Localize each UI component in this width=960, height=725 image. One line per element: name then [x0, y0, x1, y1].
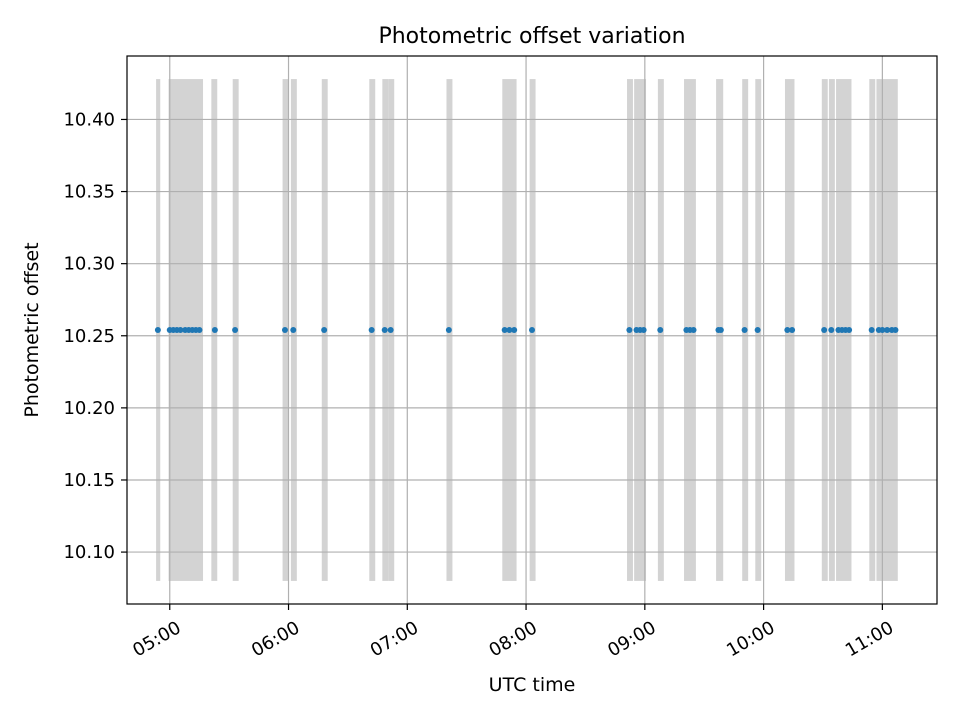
data-point: [501, 327, 508, 333]
x-tick-label: 08:00: [486, 617, 541, 661]
plot-frame: [126, 55, 938, 605]
data-point: [154, 327, 161, 333]
x-tick-label: 06:00: [248, 617, 303, 661]
data-point: [828, 327, 835, 333]
y-tick-label: 10.30: [63, 254, 115, 275]
data-point: [789, 327, 796, 333]
data-point: [368, 327, 375, 333]
y-tick-label: 10.15: [63, 470, 115, 491]
data-point: [892, 327, 899, 333]
y-axis-label: Photometric offset: [21, 242, 43, 417]
data-point: [741, 327, 748, 333]
y-tick-label: 10.35: [63, 182, 115, 203]
data-point: [879, 327, 886, 333]
data-point: [868, 327, 875, 333]
data-point: [529, 327, 535, 333]
x-tick-label: 11:00: [842, 617, 897, 661]
data-point: [381, 327, 388, 333]
data-point: [290, 327, 297, 333]
data-point: [657, 327, 664, 333]
data-points: [154, 327, 899, 333]
data-point: [511, 327, 518, 333]
y-tick-label: 10.20: [63, 398, 115, 419]
data-point: [884, 327, 891, 333]
data-point: [640, 327, 647, 333]
data-point: [821, 327, 828, 333]
y-tick-label: 10.10: [63, 542, 115, 563]
data-point: [445, 327, 452, 333]
x-tick-label: 10:00: [723, 617, 778, 661]
data-point: [506, 327, 513, 333]
data-point: [717, 327, 724, 333]
data-point: [196, 327, 203, 333]
data-point: [690, 327, 697, 333]
y-tick-label: 10.40: [63, 109, 115, 130]
data-point: [626, 327, 633, 333]
data-point: [754, 327, 761, 333]
x-tick-label: 09:00: [604, 617, 659, 661]
x-tick-label: 05:00: [129, 617, 184, 661]
data-point: [232, 327, 239, 333]
y-tick-label: 10.25: [63, 326, 115, 347]
data-point: [387, 327, 394, 333]
x-tick-label: 07:00: [367, 617, 422, 661]
chart-title: Photometric offset variation: [378, 24, 685, 49]
data-point: [281, 327, 288, 333]
x-axis-label: UTC time: [489, 674, 576, 696]
data-point: [784, 327, 791, 333]
data-point: [211, 327, 218, 333]
data-point: [846, 327, 853, 333]
data-point: [321, 327, 328, 333]
data-point: [177, 327, 184, 333]
